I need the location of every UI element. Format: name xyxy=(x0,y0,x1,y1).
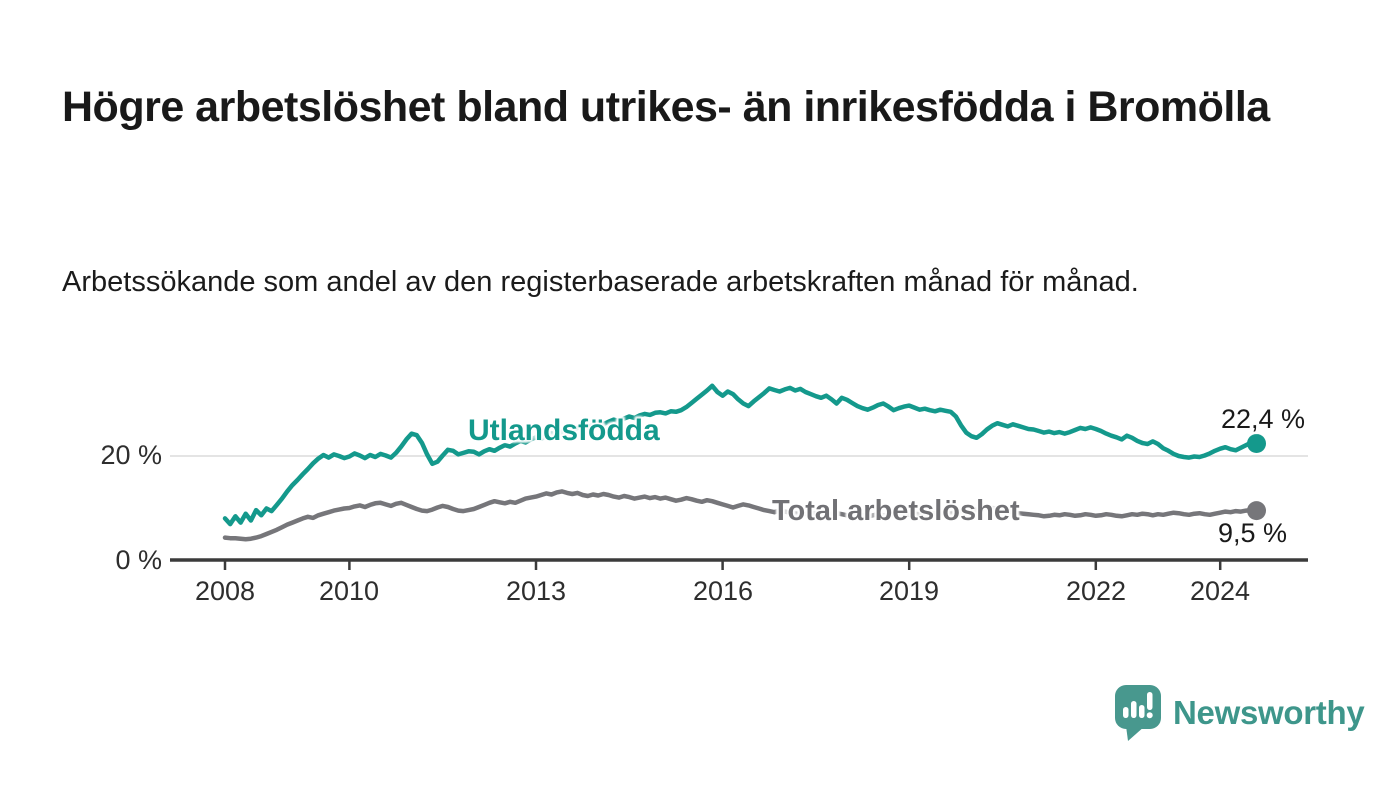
newsworthy-logo-text: Newsworthy xyxy=(1173,693,1365,731)
series-line-utlandsfodda xyxy=(222,383,1259,527)
y-axis-tick-label-0: 0 % xyxy=(115,545,162,575)
newsworthy-speech-bubble-chart-icon xyxy=(1115,685,1161,741)
y-axis-tick-label-20: 20 % xyxy=(100,440,162,470)
series-line-total-arbetsloshet xyxy=(222,489,1259,542)
series-label-total-arbetsloshet: Total arbetslöshet xyxy=(772,495,1020,527)
end-value-label-utlandsfodda: 22,4 % xyxy=(1220,404,1305,434)
page-subtitle: Arbetssökande som andel av den registerb… xyxy=(62,266,1139,298)
x-axis-tick-label: 2010 xyxy=(318,576,380,606)
x-axis-tick-label: 2019 xyxy=(878,576,940,606)
newsworthy-logo: Newsworthy xyxy=(1114,684,1365,741)
end-dot-total-arbetsloshet xyxy=(1247,501,1266,521)
x-axis-tick-label: 2016 xyxy=(692,576,754,606)
page-title: Högre arbetslöshet bland utrikes- än inr… xyxy=(62,82,1270,131)
end-value-label-total-arbetsloshet: 9,5 % xyxy=(1218,518,1288,548)
series-label-utlandsfodda: Utlandsfödda xyxy=(468,414,660,447)
x-axis-tick-label: 2024 xyxy=(1189,576,1251,606)
x-axis-tick-label: 2008 xyxy=(194,576,256,606)
x-axis-tick-label: 2013 xyxy=(505,576,567,606)
end-dot-utlandsfodda xyxy=(1247,434,1266,453)
x-axis-tick-label: 2022 xyxy=(1065,576,1127,606)
